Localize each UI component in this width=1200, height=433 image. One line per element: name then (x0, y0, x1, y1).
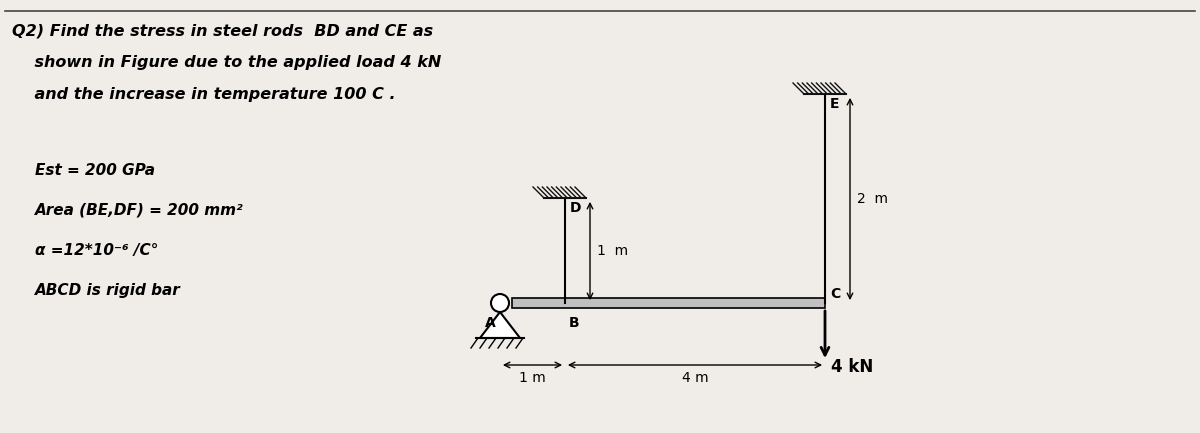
Text: 2  m: 2 m (857, 192, 888, 206)
Text: Q2) Find the stress in steel rods  BD and CE as: Q2) Find the stress in steel rods BD and… (12, 23, 433, 38)
Text: D: D (570, 201, 582, 215)
Text: A: A (485, 316, 496, 330)
Text: 4 kN: 4 kN (830, 358, 874, 376)
Text: 4 m: 4 m (682, 371, 708, 385)
Text: ABCD is rigid bar: ABCD is rigid bar (35, 283, 181, 298)
Text: E: E (830, 97, 840, 111)
Text: Area (BE,DF) = 200 mm²: Area (BE,DF) = 200 mm² (35, 203, 244, 218)
Text: α =12*10⁻⁶ /C°: α =12*10⁻⁶ /C° (35, 243, 158, 258)
Text: and the increase in temperature 100 C .: and the increase in temperature 100 C . (12, 87, 396, 102)
Text: B: B (569, 316, 580, 330)
Text: 1 m: 1 m (520, 371, 546, 385)
Text: C: C (830, 287, 840, 301)
Text: 1  m: 1 m (598, 244, 628, 258)
Bar (512, 298, 826, 308)
Polygon shape (480, 312, 520, 338)
Text: Est = 200 GPa: Est = 200 GPa (35, 163, 155, 178)
Circle shape (491, 294, 509, 312)
Text: shown in Figure due to the applied load 4 kN: shown in Figure due to the applied load … (12, 55, 442, 70)
